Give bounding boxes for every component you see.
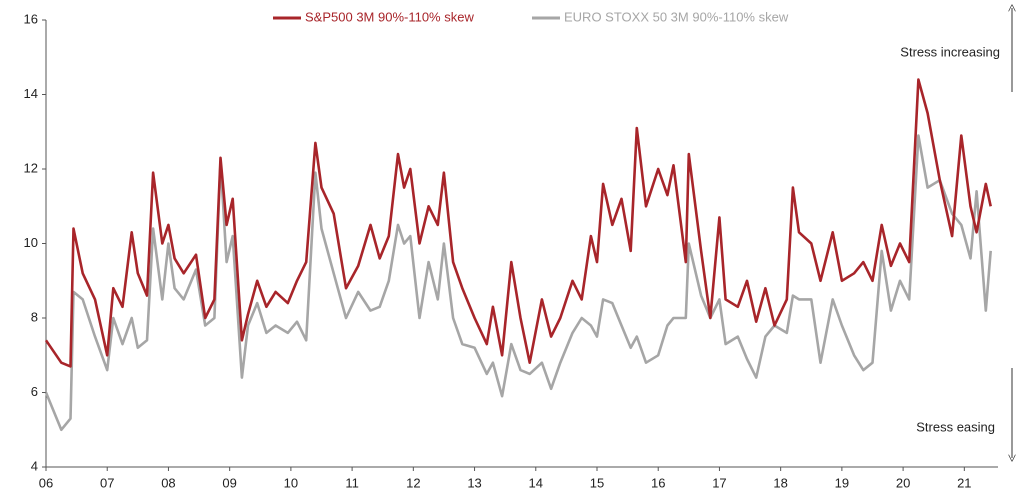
- x-tick-label: 15: [590, 475, 604, 490]
- x-tick-label: 20: [896, 475, 910, 490]
- x-tick-label: 09: [222, 475, 236, 490]
- annotation: Stress increasing: [900, 44, 1000, 59]
- x-tick-label: 06: [39, 475, 53, 490]
- x-tick-label: 10: [284, 475, 298, 490]
- legend-label: EURO STOXX 50 3M 90%-110% skew: [564, 9, 789, 24]
- y-tick-label: 4: [31, 458, 38, 473]
- y-tick-label: 14: [24, 86, 38, 101]
- series-line: [44, 134, 992, 432]
- y-tick-label: 8: [31, 309, 38, 324]
- x-tick-label: 08: [161, 475, 175, 490]
- x-tick-label: 16: [651, 475, 665, 490]
- y-tick-label: 16: [24, 11, 38, 26]
- legend-label: S&P500 3M 90%-110% skew: [305, 9, 474, 24]
- x-tick-label: 18: [773, 475, 787, 490]
- annotation: Stress easing: [916, 419, 995, 434]
- y-tick-label: 12: [24, 160, 38, 175]
- x-tick-label: 19: [835, 475, 849, 490]
- x-tick-label: 13: [467, 475, 481, 490]
- x-tick-label: 07: [100, 475, 114, 490]
- x-tick-label: 12: [406, 475, 420, 490]
- x-tick-label: 17: [712, 475, 726, 490]
- y-tick-label: 10: [24, 235, 38, 250]
- x-tick-label: 14: [529, 475, 543, 490]
- x-tick-label: 11: [345, 475, 359, 490]
- x-tick-label: 21: [957, 475, 971, 490]
- y-tick-label: 6: [31, 384, 38, 399]
- series-line: [44, 78, 992, 368]
